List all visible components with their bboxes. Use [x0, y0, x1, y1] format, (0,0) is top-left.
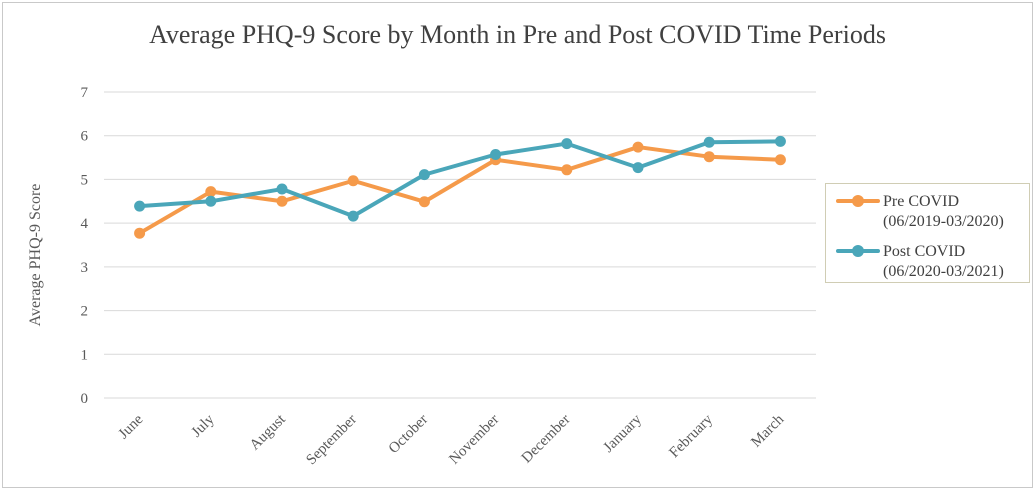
y-tick-label: 0 [81, 391, 89, 407]
y-tick-label: 4 [81, 216, 89, 232]
x-tick-label: September [303, 412, 360, 469]
y-tick-label: 5 [81, 172, 89, 188]
data-point-pre-covid [205, 186, 217, 198]
chart-title: Average PHQ-9 Score by Month in Pre and … [149, 20, 886, 49]
data-point-pre-covid [703, 151, 715, 163]
data-point-post-covid [561, 138, 573, 150]
series-line-post-covid [137, 139, 783, 219]
data-point-post-covid [490, 149, 502, 161]
data-point-post-covid [418, 169, 430, 181]
data-point-pre-covid [276, 195, 288, 207]
x-tick-label: January [601, 411, 646, 456]
legend: Pre COVID (06/2019-03/2020) Post COVID (… [825, 183, 1030, 283]
data-point-post-covid [774, 135, 786, 147]
x-tick-label: March [748, 411, 787, 450]
legend-marker-post-covid [836, 244, 880, 258]
y-tick-label: 6 [81, 129, 89, 145]
data-point-pre-covid [134, 227, 146, 239]
data-point-post-covid [703, 136, 715, 148]
y-tick-label: 3 [81, 260, 89, 276]
x-tick-label: June [116, 411, 147, 442]
y-tick-label: 1 [81, 347, 89, 363]
y-axis-label: Average PHQ-9 Score [27, 184, 44, 327]
legend-period-post-covid: (06/2020-03/2021) [883, 263, 1004, 280]
legend-period-pre-covid: (06/2019-03/2020) [883, 213, 1004, 230]
data-point-pre-covid [561, 164, 573, 176]
x-tick-label: October [386, 412, 431, 457]
legend-item-pre-covid: Pre COVID (06/2019-03/2020) [826, 188, 1029, 234]
legend-item-post-covid: Post COVID (06/2020-03/2021) [826, 238, 1029, 284]
data-point-post-covid [632, 162, 644, 174]
legend-label-pre-covid: Pre COVID [883, 193, 959, 210]
x-tick-label: July [189, 411, 218, 440]
data-point-post-covid [205, 195, 217, 207]
x-tick-label: December [519, 412, 574, 467]
y-tick-label: 2 [81, 304, 89, 320]
data-point-pre-covid [774, 154, 786, 166]
data-point-pre-covid [347, 175, 359, 187]
legend-marker-pre-covid [836, 194, 880, 208]
x-tick-label: November [446, 412, 502, 468]
data-point-pre-covid [632, 141, 644, 153]
x-tick-label: February [666, 411, 716, 461]
legend-label-post-covid: Post COVID [883, 243, 966, 260]
x-tick-label: August [247, 411, 290, 454]
y-tick-label: 7 [81, 85, 89, 101]
data-point-post-covid [276, 183, 288, 195]
data-point-pre-covid [418, 196, 430, 208]
series-line-pre-covid [137, 145, 783, 236]
data-point-post-covid [134, 200, 146, 212]
data-point-post-covid [347, 210, 359, 222]
